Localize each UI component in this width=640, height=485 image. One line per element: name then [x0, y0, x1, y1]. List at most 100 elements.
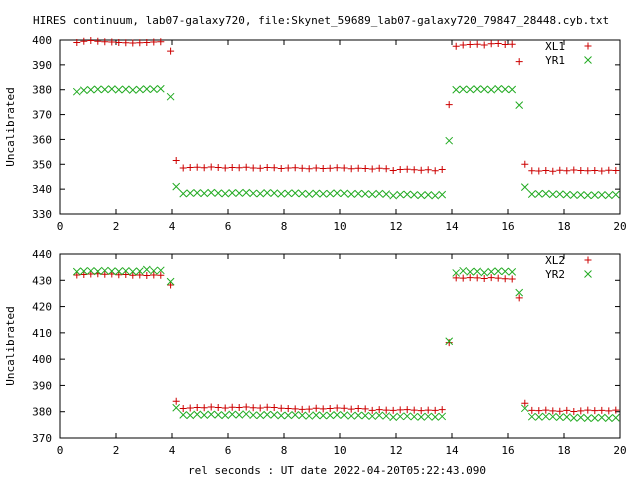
data-point	[86, 85, 95, 94]
data-point	[466, 85, 475, 94]
x-tick-label: 20	[613, 444, 626, 457]
x-tick-label: 10	[333, 220, 346, 233]
data-point	[86, 266, 95, 275]
data-point	[121, 85, 130, 94]
series-xl2	[73, 270, 620, 415]
panel-2: 0 2 4 6 8 10 12 14 16 18 20 370 380 390 400 410 420 430 44…	[4, 248, 627, 457]
legend-label: XL2	[545, 254, 565, 267]
data-point	[347, 190, 356, 198]
data-point	[605, 407, 613, 415]
legend-marker	[584, 56, 592, 64]
data-point	[611, 413, 620, 422]
data-point	[284, 164, 292, 172]
data-point	[438, 412, 447, 421]
data-point	[150, 271, 158, 279]
y-tick-label: 430	[32, 274, 52, 287]
y-axis-label: Uncalibrated	[4, 306, 17, 385]
data-point	[555, 190, 564, 198]
y-tick-label: 400	[32, 34, 52, 47]
data-point	[179, 405, 187, 413]
data-point	[93, 267, 102, 276]
data-point	[214, 411, 223, 419]
data-point	[157, 271, 165, 279]
data-point	[114, 267, 123, 276]
data-point	[115, 271, 123, 279]
data-point	[347, 412, 356, 420]
data-point	[368, 190, 377, 199]
data-point	[340, 189, 349, 198]
data-point	[569, 191, 578, 199]
data-point	[452, 269, 461, 277]
data-point	[166, 92, 175, 101]
data-point	[143, 272, 151, 280]
data-point	[396, 412, 405, 421]
data-point	[166, 277, 175, 286]
x-tick-label: 2	[113, 444, 120, 457]
data-point	[480, 85, 489, 94]
data-point	[172, 403, 181, 412]
data-point	[305, 190, 314, 198]
data-point	[487, 85, 496, 94]
data-point	[172, 157, 180, 165]
data-point	[583, 191, 592, 200]
data-point	[291, 411, 300, 419]
data-point	[508, 85, 517, 94]
data-point	[200, 189, 209, 198]
data-point	[487, 274, 495, 282]
x-tick-label: 2	[113, 220, 120, 233]
data-point	[333, 164, 341, 172]
data-point	[312, 189, 321, 198]
x-tick-label: 14	[445, 444, 459, 457]
data-point	[100, 85, 109, 94]
data-point	[228, 403, 236, 411]
data-point	[452, 85, 461, 94]
y-tick-label: 400	[32, 353, 52, 366]
x-axis-label: rel seconds : UT date 2022-04-20T05:22:4…	[188, 464, 486, 477]
data-point	[562, 190, 571, 199]
data-point	[93, 85, 102, 94]
data-point	[298, 189, 307, 198]
y-tick-label: 380	[32, 406, 52, 419]
data-point	[354, 164, 362, 172]
data-point	[186, 189, 195, 197]
data-point	[200, 404, 208, 412]
data-point	[319, 165, 327, 173]
data-point	[136, 39, 144, 47]
data-point	[535, 167, 543, 175]
data-point	[410, 412, 419, 421]
data-point	[480, 268, 489, 277]
y-tick-label: 440	[32, 248, 52, 261]
data-point	[598, 406, 606, 414]
y-tick-label: 370	[32, 109, 52, 122]
data-point	[129, 271, 137, 279]
data-point	[452, 42, 460, 50]
data-point	[494, 84, 503, 93]
data-point	[167, 47, 175, 55]
data-point	[284, 405, 292, 413]
data-point	[590, 414, 599, 422]
data-point	[473, 85, 482, 93]
data-point	[611, 190, 620, 199]
data-point	[249, 189, 258, 198]
data-point	[382, 165, 390, 173]
data-point	[527, 412, 536, 421]
data-point	[256, 411, 265, 420]
y-tick-label: 340	[32, 183, 52, 196]
legend-marker	[584, 270, 592, 278]
data-point	[396, 406, 404, 414]
data-point	[528, 167, 536, 175]
data-point	[256, 164, 264, 172]
data-point	[256, 189, 265, 198]
data-point	[403, 412, 412, 421]
legend-label: YR1	[545, 54, 565, 67]
data-point	[424, 191, 433, 199]
data-point	[597, 413, 606, 422]
data-point	[270, 189, 279, 197]
data-point	[576, 413, 585, 422]
data-point	[466, 40, 474, 48]
data-point	[424, 166, 432, 174]
data-point	[277, 404, 285, 412]
data-point	[135, 267, 144, 275]
y-axis-label: Uncalibrated	[4, 87, 17, 166]
